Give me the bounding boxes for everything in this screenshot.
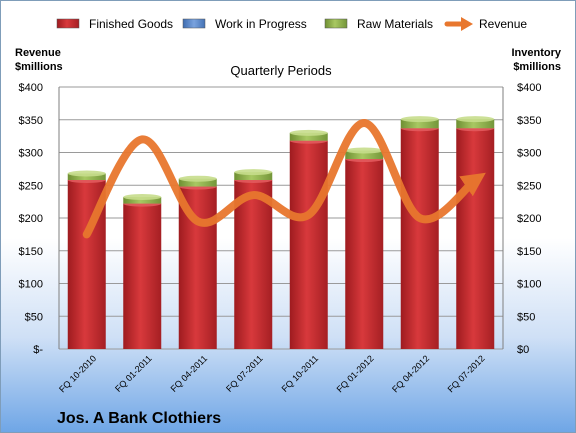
bar-finished-goods <box>345 159 384 349</box>
bar-raw-materials <box>456 119 495 129</box>
x-tick-label: FQ 04-2011 <box>169 353 210 394</box>
x-tick-label: FQ 01-2011 <box>113 353 154 394</box>
legend-swatch <box>182 18 206 29</box>
y-tick-label-left: $350 <box>19 115 43 127</box>
legend-label: Finished Goods <box>89 17 173 31</box>
legend-swatch <box>324 18 348 29</box>
legend-swatch <box>56 18 80 29</box>
y-tick-label-right: $100 <box>517 279 541 291</box>
legend: Finished Goods Work in Progress Raw Materi… <box>56 17 527 31</box>
y-tick-label-right: $50 <box>517 311 535 323</box>
bar-cap <box>400 116 439 123</box>
chart-title: Quarterly Periods <box>230 63 332 78</box>
bar-cap <box>123 194 162 201</box>
bar-raw-materials <box>400 119 439 129</box>
legend-label: Raw Materials <box>357 17 433 31</box>
bar-cap <box>234 169 273 176</box>
y-tick-label-right: $200 <box>517 213 541 225</box>
bar-finished-goods <box>234 180 273 349</box>
bar-cap <box>178 175 217 182</box>
x-axis-labels: FQ 10-2010 FQ 01-2011 FQ 04-2011 FQ 07-2011… <box>57 353 487 394</box>
y-tick-label-left: $250 <box>19 180 43 192</box>
revenue-line-path <box>82 119 486 239</box>
bar-finished-goods <box>456 128 495 349</box>
left-axis-title-line2: $millions <box>15 61 63 73</box>
legend-item: Raw Materials <box>324 17 433 31</box>
x-tick-label: FQ 04-2012 <box>390 353 431 394</box>
bar-cap <box>345 147 384 154</box>
revenue-line <box>82 119 486 239</box>
y-tick-label-right: $300 <box>517 148 541 160</box>
legend-label: Work in Progress <box>215 17 307 31</box>
y-tick-label-right: $0 <box>517 344 529 356</box>
legend-item: Revenue <box>444 17 527 31</box>
bar-raw-materials <box>345 150 384 160</box>
bar-raw-materials <box>67 173 106 181</box>
bars <box>67 116 495 349</box>
x-tick-label: FQ 07-2012 <box>446 353 487 394</box>
x-tick-label: FQ 10-2011 <box>280 353 321 394</box>
y-tick-label-left: $200 <box>19 213 43 225</box>
x-tick-label: FQ 01-2012 <box>335 353 376 394</box>
bar-cap <box>456 116 495 123</box>
y-tick-label-right: $350 <box>517 115 541 127</box>
bar-raw-materials <box>234 172 273 181</box>
legend-swatch-arrow <box>461 17 473 31</box>
x-tick-label: FQ 10-2010 <box>57 353 98 394</box>
left-axis-ticks: $400 $350 $300 $250 $200 $150 $100 $50 $- <box>19 82 44 356</box>
y-tick-label-left: $50 <box>25 311 43 323</box>
y-tick-label-left: $150 <box>19 246 43 258</box>
y-tick-label-left: $100 <box>19 279 43 291</box>
legend-label: Revenue <box>479 17 527 31</box>
left-axis-title-line1: Revenue <box>15 47 61 59</box>
bar-raw-materials <box>178 178 217 187</box>
bar-cap <box>67 170 106 177</box>
bar-finished-goods <box>123 203 162 349</box>
y-tick-label-left: $300 <box>19 148 43 160</box>
y-tick-label-left: $- <box>33 344 43 356</box>
legend-item: Finished Goods <box>56 17 173 31</box>
right-axis-ticks: $400 $350 $300 $250 $200 $150 $100 $50 $0 <box>517 82 541 356</box>
company-name: Jos. A Bank Clothiers <box>57 410 221 427</box>
bar-finished-goods <box>400 128 439 349</box>
y-tick-label-right: $250 <box>517 180 541 192</box>
x-tick-label: FQ 07-2011 <box>224 353 265 394</box>
y-tick-label-right: $400 <box>517 82 541 94</box>
bar-finished-goods <box>289 140 328 349</box>
bar-raw-materials <box>123 197 162 204</box>
bar-raw-materials <box>289 132 328 141</box>
bar-cap <box>289 129 328 136</box>
right-axis-title-line2: $millions <box>513 61 561 73</box>
y-tick-label-left: $400 <box>19 82 43 94</box>
right-axis-title-line1: Inventory <box>511 47 561 59</box>
legend-item: Work in Progress <box>182 17 307 31</box>
y-tick-label-right: $150 <box>517 246 541 258</box>
